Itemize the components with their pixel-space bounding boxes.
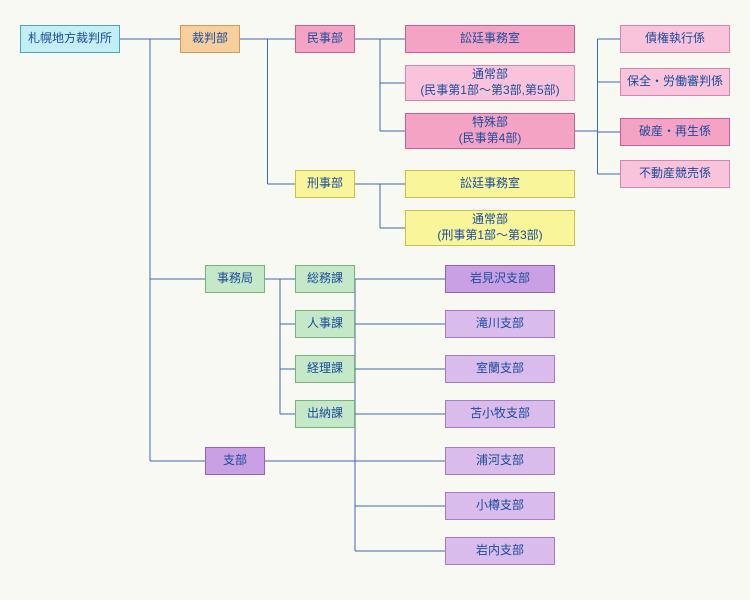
node-m_tsujo: 通常部 (民事第1部～第3部,第5部) bbox=[405, 65, 575, 101]
node-saibanbu: 裁判部 bbox=[180, 25, 240, 53]
node-fudosan: 不動産競売係 bbox=[620, 160, 730, 188]
node-shibu: 支部 bbox=[205, 447, 265, 475]
node-m_hotei: 訟廷事務室 bbox=[405, 25, 575, 53]
node-keiri: 経理課 bbox=[295, 355, 355, 383]
node-iwamizawa: 岩見沢支部 bbox=[445, 265, 555, 293]
node-jimukyoku: 事務局 bbox=[205, 265, 265, 293]
node-somu: 総務課 bbox=[295, 265, 355, 293]
node-urakawa: 浦河支部 bbox=[445, 447, 555, 475]
node-suito: 出納課 bbox=[295, 400, 355, 428]
node-keiji: 刑事部 bbox=[295, 170, 355, 198]
node-muroran: 室蘭支部 bbox=[445, 355, 555, 383]
node-takikawa: 滝川支部 bbox=[445, 310, 555, 338]
node-k_hotei: 訟廷事務室 bbox=[405, 170, 575, 198]
node-iwanai: 岩内支部 bbox=[445, 537, 555, 565]
node-m_tokushu: 特殊部 (民事第4部) bbox=[405, 113, 575, 149]
node-saiken: 債権執行係 bbox=[620, 25, 730, 53]
node-jinji: 人事課 bbox=[295, 310, 355, 338]
node-otaru: 小樽支部 bbox=[445, 492, 555, 520]
node-root: 札幌地方裁判所 bbox=[20, 25, 120, 53]
node-tomakomai: 苫小牧支部 bbox=[445, 400, 555, 428]
node-hozen: 保全・労働審判係 bbox=[620, 68, 730, 96]
node-hasan: 破産・再生係 bbox=[620, 118, 730, 146]
node-k_tsujo: 通常部 (刑事第1部～第3部) bbox=[405, 210, 575, 246]
node-minji: 民事部 bbox=[295, 25, 355, 53]
